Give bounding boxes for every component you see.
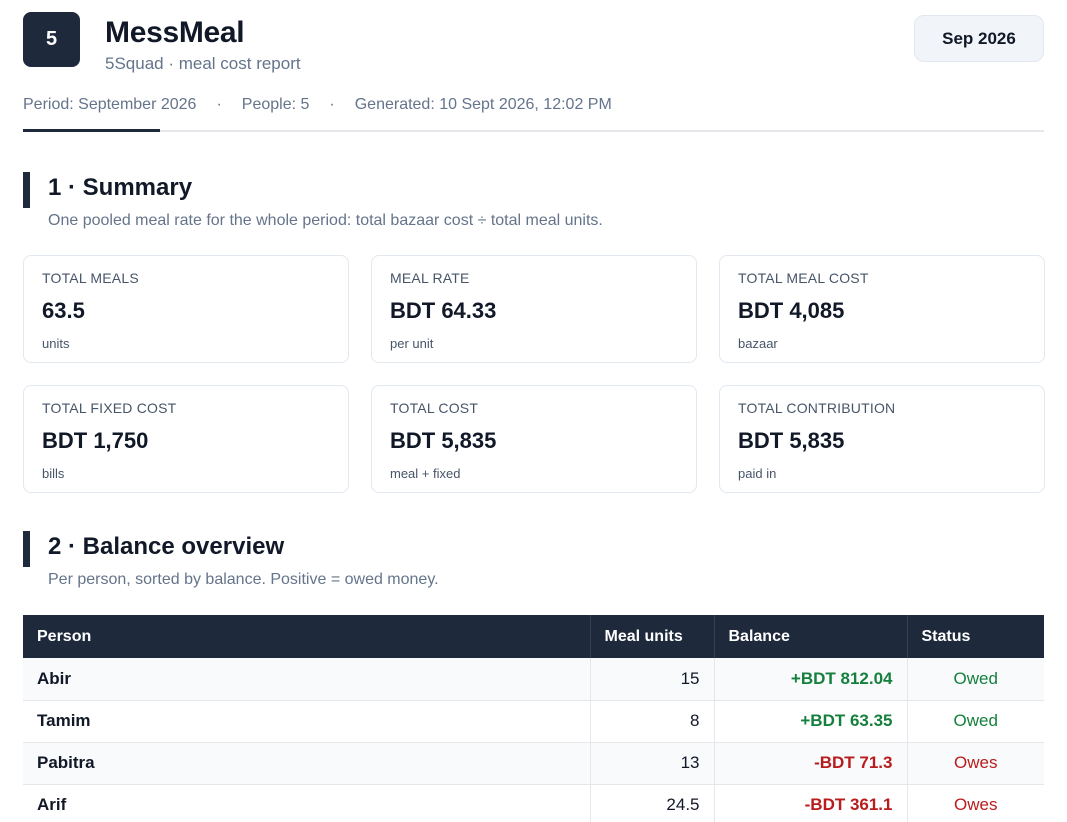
column-header-person[interactable]: Person bbox=[23, 615, 591, 658]
section-accent-bar bbox=[23, 531, 30, 567]
stat-label: TOTAL CONTRIBUTION bbox=[738, 400, 896, 416]
person-name: Abir bbox=[23, 658, 591, 701]
app-logo: 5 bbox=[23, 12, 80, 67]
stat-value: BDT 5,835 bbox=[738, 428, 845, 453]
column-header-balance[interactable]: Balance bbox=[714, 615, 908, 658]
report-header: 5 MessMeal 5Squad · meal cost report Sep… bbox=[23, 12, 1044, 73]
stat-card-meal-rate: MEAL RATE BDT 64.33 per unit bbox=[371, 255, 697, 363]
meal-units-value: 24.5 bbox=[590, 784, 715, 822]
section-accent-bar bbox=[23, 172, 30, 208]
meta-period: Period: September 2026 bbox=[23, 96, 197, 113]
status-badge: Owes bbox=[907, 784, 1044, 822]
stat-label: MEAL RATE bbox=[390, 270, 470, 286]
stat-card-total-fixed-cost: TOTAL FIXED COST BDT 1,750 bills bbox=[23, 385, 349, 493]
stat-label: TOTAL MEAL COST bbox=[738, 270, 869, 286]
stat-value: 63.5 bbox=[42, 298, 85, 323]
stat-card-total-cost: TOTAL COST BDT 5,835 meal + fixed bbox=[371, 385, 697, 493]
stat-card-total-meal-cost: TOTAL MEAL COST BDT 4,085 bazaar bbox=[719, 255, 1045, 363]
summary-cards: TOTAL MEALS 63.5 units MEAL RATE BDT 64.… bbox=[23, 255, 1045, 493]
stat-unit: units bbox=[42, 336, 70, 351]
column-header-meal-units[interactable]: Meal units bbox=[590, 615, 715, 658]
stat-value: BDT 1,750 bbox=[42, 428, 149, 453]
stat-label: TOTAL MEALS bbox=[42, 270, 139, 286]
stat-unit: meal + fixed bbox=[390, 466, 461, 481]
meta-people: People: 5 bbox=[241, 96, 310, 113]
table-row: Pabitra 13 -BDT 71.3 Owes bbox=[23, 742, 1044, 785]
period-selector-button[interactable]: Sep 2026 bbox=[914, 15, 1044, 62]
meal-units-value: 13 bbox=[590, 742, 715, 785]
stat-card-total-meals: TOTAL MEALS 63.5 units bbox=[23, 255, 349, 363]
balance-title: 2 · Balance overview bbox=[48, 533, 285, 560]
meal-units-value: 8 bbox=[590, 700, 715, 743]
stat-value: BDT 4,085 bbox=[738, 298, 845, 323]
column-header-status[interactable]: Status bbox=[907, 615, 1044, 658]
app-title: MessMeal bbox=[105, 16, 245, 49]
status-badge: Owed bbox=[907, 658, 1044, 701]
person-name: Arif bbox=[23, 784, 591, 822]
meal-units-value: 15 bbox=[590, 658, 715, 701]
status-badge: Owes bbox=[907, 742, 1044, 785]
balance-description: Per person, sorted by balance. Positive … bbox=[48, 571, 439, 588]
stat-unit: bills bbox=[42, 466, 65, 481]
person-name: Pabitra bbox=[23, 742, 591, 785]
balance-value: -BDT 361.1 bbox=[714, 784, 908, 822]
stat-unit: bazaar bbox=[738, 336, 778, 351]
summary-title: 1 · Summary bbox=[48, 174, 193, 201]
stat-value: BDT 64.33 bbox=[390, 298, 497, 323]
stat-label: TOTAL FIXED COST bbox=[42, 400, 177, 416]
table-row: Arif 24.5 -BDT 361.1 Owes bbox=[23, 784, 1044, 822]
meta-active-indicator bbox=[23, 129, 160, 132]
table-header-row: Person Meal units Balance Status bbox=[23, 615, 1044, 658]
stat-unit: per unit bbox=[390, 336, 434, 351]
summary-description: One pooled meal rate for the whole perio… bbox=[48, 212, 603, 229]
table-row: Abir 15 +BDT 812.04 Owed bbox=[23, 658, 1044, 701]
balance-value: +BDT 812.04 bbox=[714, 658, 908, 701]
table-row: Tamim 8 +BDT 63.35 Owed bbox=[23, 700, 1044, 743]
meta-generated: Generated: 10 Sept 2026, 12:02 PM bbox=[354, 96, 612, 113]
meta-separator: · bbox=[329, 96, 335, 113]
stat-card-total-contribution: TOTAL CONTRIBUTION BDT 5,835 paid in bbox=[719, 385, 1045, 493]
stat-unit: paid in bbox=[738, 466, 777, 481]
report-meta-bar: Period: September 2026 · People: 5 · Gen… bbox=[23, 96, 1044, 132]
status-badge: Owed bbox=[907, 700, 1044, 743]
balance-value: -BDT 71.3 bbox=[714, 742, 908, 785]
stat-value: BDT 5,835 bbox=[390, 428, 497, 453]
stat-label: TOTAL COST bbox=[390, 400, 479, 416]
balance-value: +BDT 63.35 bbox=[714, 700, 908, 743]
meta-separator: · bbox=[216, 96, 222, 113]
app-subtitle: 5Squad · meal cost report bbox=[105, 54, 301, 73]
person-name: Tamim bbox=[23, 700, 591, 743]
balance-table: Person Meal units Balance Status Abir 15… bbox=[23, 615, 1044, 822]
